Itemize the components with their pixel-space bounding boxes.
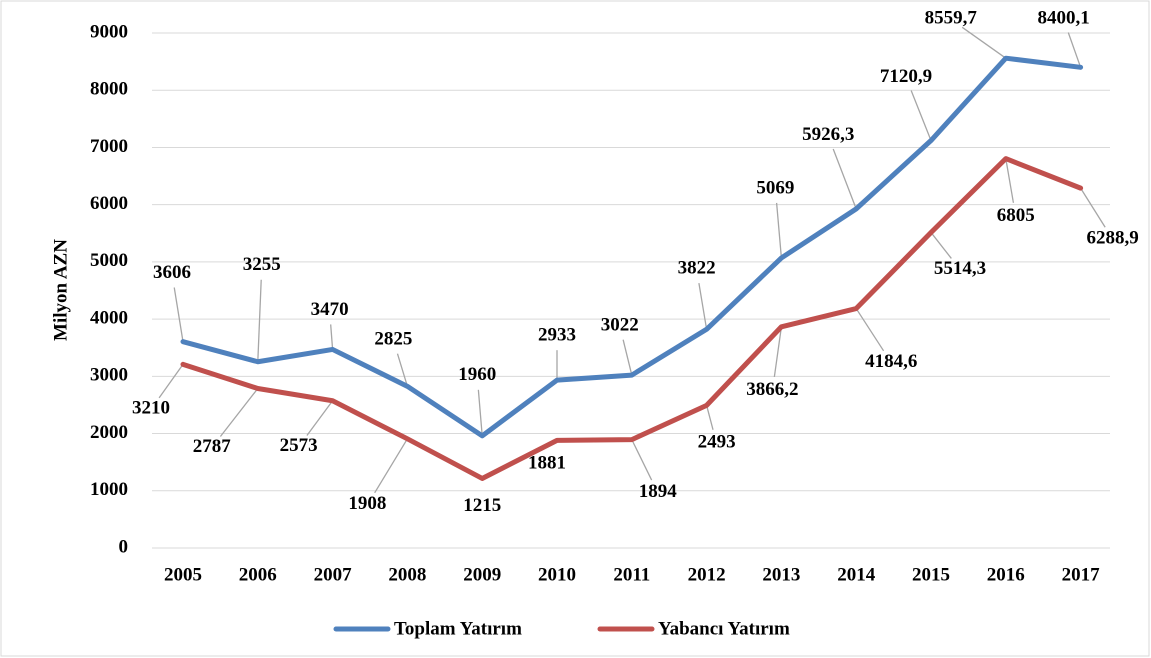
data-label: 1894 — [639, 481, 678, 502]
x-tick-label: 2014 — [837, 564, 876, 585]
data-label: 6288,9 — [1086, 227, 1138, 248]
leader-line — [705, 405, 714, 430]
leader-line — [173, 287, 184, 342]
leader-line — [158, 363, 184, 399]
leader-line — [257, 279, 262, 362]
y-tick-label: 5000 — [90, 250, 128, 271]
data-label: 8400,1 — [1037, 8, 1089, 29]
leader-line — [1067, 32, 1082, 68]
data-label: 2933 — [538, 325, 576, 346]
leader-line — [374, 438, 408, 494]
data-label: 1215 — [463, 495, 501, 516]
legend-label: Yabancı Yatırım — [658, 618, 790, 639]
data-label: 2787 — [193, 436, 232, 457]
series-line — [180, 55, 1084, 439]
y-tick-label: 8000 — [90, 79, 128, 100]
y-tick-label: 2000 — [90, 422, 128, 443]
data-label: 4184,6 — [865, 351, 917, 372]
x-tick-label: 2005 — [164, 564, 202, 585]
y-tick-label: 4000 — [90, 307, 128, 328]
leader-line — [306, 400, 334, 436]
x-tick-label: 2017 — [1062, 564, 1101, 585]
leader-line — [631, 439, 653, 481]
leader-line — [961, 26, 1007, 59]
x-tick-label: 2013 — [762, 564, 800, 585]
data-label: 5069 — [756, 177, 794, 198]
leader-line — [219, 388, 259, 437]
y-tick-label: 1000 — [90, 479, 128, 500]
data-label: 3866,2 — [746, 379, 798, 400]
leader-line — [1005, 158, 1015, 203]
data-label: 3022 — [601, 314, 639, 335]
y-tick-label: 7000 — [90, 136, 128, 157]
leader-line — [775, 202, 783, 258]
data-label: 1908 — [348, 493, 386, 514]
data-label: 3822 — [678, 258, 716, 279]
x-tick-label: 2011 — [613, 564, 650, 585]
x-tick-label: 2012 — [688, 564, 726, 585]
x-tick-label: 2010 — [538, 564, 576, 585]
data-label: 2573 — [280, 435, 318, 456]
y-axis-title: Milyon AZN — [50, 239, 71, 341]
leader-line — [832, 148, 857, 210]
data-label: 5514,3 — [934, 258, 986, 279]
leader-line — [1080, 187, 1106, 228]
x-tick-label: 2007 — [314, 564, 353, 585]
data-label: 3210 — [132, 398, 170, 419]
leader-line — [396, 353, 409, 387]
data-label: 1960 — [458, 364, 496, 385]
data-label: 1881 — [528, 453, 566, 474]
data-label: 5926,3 — [802, 124, 854, 145]
y-tick-label: 3000 — [90, 365, 128, 386]
leader-line — [910, 90, 932, 141]
y-tick-label: 0 — [119, 536, 129, 557]
data-label: 6805 — [997, 205, 1035, 226]
data-label: 8559,7 — [925, 8, 978, 29]
data-label: 3255 — [243, 254, 281, 275]
leader-line — [477, 389, 483, 436]
x-tick-label: 2009 — [463, 564, 501, 585]
legend-label: Toplam Yatırım — [394, 618, 522, 639]
leader-line — [930, 232, 952, 259]
data-label: 2493 — [698, 432, 736, 453]
data-label: 7120,9 — [880, 66, 932, 87]
x-tick-label: 2006 — [239, 564, 277, 585]
data-label: 3606 — [153, 262, 191, 283]
leader-line — [855, 308, 885, 352]
leader-line — [330, 324, 334, 350]
leader-line — [622, 339, 633, 376]
y-tick-label: 6000 — [90, 193, 128, 214]
leader-line — [773, 326, 783, 377]
series-line — [180, 156, 1084, 481]
x-tick-label: 2008 — [388, 564, 426, 585]
data-label: 3470 — [311, 299, 349, 320]
y-tick-label: 9000 — [90, 21, 128, 42]
x-tick-label: 2016 — [987, 564, 1025, 585]
data-label: 2825 — [374, 329, 412, 350]
leader-line — [698, 282, 708, 330]
x-tick-label: 2015 — [912, 564, 950, 585]
